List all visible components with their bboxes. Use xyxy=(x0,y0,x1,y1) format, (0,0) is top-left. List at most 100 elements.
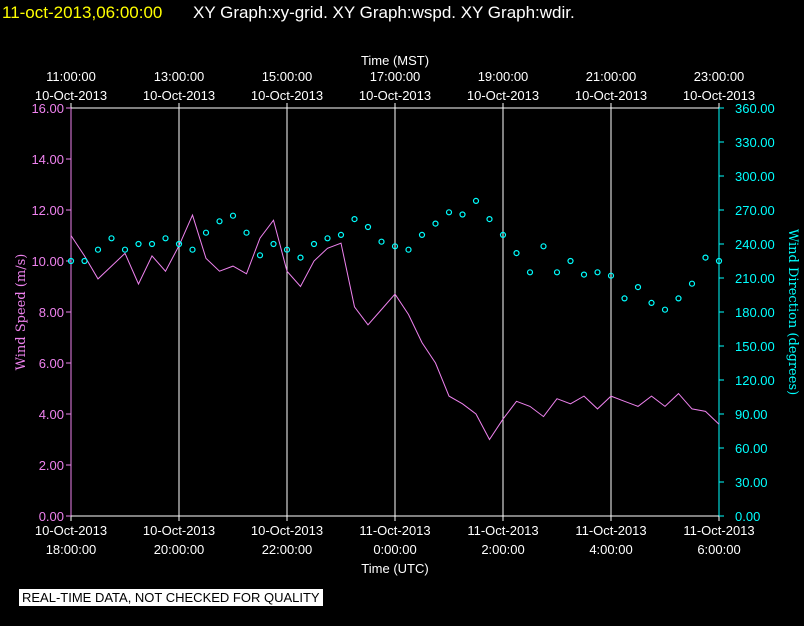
left-tick-label: 14.00 xyxy=(31,152,64,167)
wind-direction-point xyxy=(202,229,210,236)
bottom-tick-time: 20:00:00 xyxy=(154,542,205,557)
top-tick-date: 10-Oct-2013 xyxy=(467,88,539,103)
wind-speed-line xyxy=(70,213,720,441)
wind-direction-point xyxy=(607,272,615,279)
wind-direction-point xyxy=(297,254,304,261)
top-tick-time: 13:00:00 xyxy=(154,69,205,84)
top-tick-time: 19:00:00 xyxy=(478,69,529,84)
tick-labels: 11:00:00 10-Oct-2013 13:00:00 10-Oct-2013 15… xyxy=(31,69,774,557)
wind-direction-point xyxy=(459,211,466,218)
wind-direction-point xyxy=(648,299,655,306)
bottom-axis-title: Time (UTC) xyxy=(361,561,428,576)
bottom-tick-time: 2:00:00 xyxy=(481,542,524,557)
wind-direction-point xyxy=(540,243,547,250)
wind-direction-point xyxy=(567,257,574,265)
wind-direction-point xyxy=(216,218,223,225)
wind-direction-point xyxy=(189,246,196,253)
bottom-tick-date: 11-Oct-2013 xyxy=(467,523,538,538)
wind-direction-point xyxy=(108,235,115,242)
disclaimer-label: REAL-TIME DATA, NOT CHECKED FOR QUALITY xyxy=(19,589,323,606)
right-tick-label: 150.00 xyxy=(735,339,775,354)
wind-direction-point xyxy=(391,243,399,250)
left-tick-label: 10.00 xyxy=(31,254,64,269)
bottom-tick-time: 22:00:00 xyxy=(262,542,313,557)
wind-direction-point xyxy=(175,240,183,248)
top-tick-date: 10-Oct-2013 xyxy=(359,88,431,103)
wind-direction-point xyxy=(486,216,493,223)
bottom-tick-date: 11-Oct-2013 xyxy=(359,523,430,538)
top-tick-time: 15:00:00 xyxy=(262,69,313,84)
wind-direction-point xyxy=(594,269,601,276)
wind-direction-point xyxy=(364,223,372,231)
left-tick-label: 0.00 xyxy=(39,509,64,524)
right-tick-label: 270.00 xyxy=(735,203,775,218)
left-tick-label: 8.00 xyxy=(39,305,64,320)
top-tick-time: 17:00:00 xyxy=(370,69,421,84)
right-tick-label: 360.00 xyxy=(735,101,775,116)
wind-direction-point xyxy=(94,246,102,253)
right-tick-label: 0.00 xyxy=(735,509,760,524)
right-tick-label: 330.00 xyxy=(735,135,775,150)
left-tick-label: 2.00 xyxy=(39,458,64,473)
wind-direction-point xyxy=(405,246,412,253)
left-tick-label: 12.00 xyxy=(31,203,64,218)
left-tick-label: 6.00 xyxy=(39,356,64,371)
wind-direction-point xyxy=(580,271,588,278)
wind-direction-point xyxy=(270,240,277,248)
wind-direction-point xyxy=(661,306,669,313)
right-tick-label: 180.00 xyxy=(735,305,775,320)
left-tick-label: 4.00 xyxy=(39,407,64,422)
wind-direction-point xyxy=(378,238,385,245)
wind-direction-point xyxy=(283,246,291,253)
wind-direction-point xyxy=(256,252,264,259)
wind-direction-point xyxy=(499,231,507,238)
wind-direction-point xyxy=(324,235,331,242)
right-tick-label: 90.00 xyxy=(735,407,768,422)
wind-direction-point xyxy=(432,220,439,227)
wind-direction-point xyxy=(688,280,696,287)
bottom-tick-time: 6:00:00 xyxy=(697,542,740,557)
wind-direction-point xyxy=(621,295,628,302)
wind-direction-point xyxy=(675,295,682,302)
right-tick-label: 60.00 xyxy=(735,441,768,456)
right-tick-label: 300.00 xyxy=(735,169,775,184)
right-tick-label: 210.00 xyxy=(735,271,775,286)
bottom-tick-time: 18:00:00 xyxy=(46,542,97,557)
bottom-tick-date: 11-Oct-2013 xyxy=(575,523,646,538)
top-tick-time: 21:00:00 xyxy=(586,69,637,84)
right-tick-label: 240.00 xyxy=(735,237,775,252)
bottom-tick-date: 10-Oct-2013 xyxy=(143,523,215,538)
top-tick-time: 23:00:00 xyxy=(694,69,745,84)
wind-direction-point xyxy=(337,231,345,238)
right-tick-label: 30.00 xyxy=(735,475,768,490)
wind-direction-point xyxy=(418,231,426,238)
wind-direction-point xyxy=(513,250,520,257)
top-tick-date: 10-Oct-2013 xyxy=(251,88,323,103)
wind-direction-point xyxy=(526,269,534,276)
top-tick-time: 11:00:00 xyxy=(46,69,96,84)
bottom-tick-date: 11-Oct-2013 xyxy=(683,523,754,538)
top-tick-date: 10-Oct-2013 xyxy=(143,88,215,103)
bottom-tick-date: 10-Oct-2013 xyxy=(251,523,323,538)
wind-direction-point xyxy=(553,269,561,276)
wind-direction-point xyxy=(229,212,237,219)
header-timestamp: 11-oct-2013,06:00:00 xyxy=(2,3,162,22)
wind-direction-point xyxy=(121,246,129,253)
top-tick-date: 10-Oct-2013 xyxy=(575,88,647,103)
grid-lines xyxy=(70,108,720,516)
left-axis-title: Wind Speed (m/s) xyxy=(14,254,29,371)
top-tick-date: 10-Oct-2013 xyxy=(35,88,107,103)
right-axis-title: Wind Direction (degrees) xyxy=(785,229,800,395)
wind-direction-point xyxy=(634,284,642,291)
top-tick-date: 10-Oct-2013 xyxy=(683,88,755,103)
wind-direction-point xyxy=(243,229,250,236)
right-tick-label: 120.00 xyxy=(735,373,775,388)
wind-direction-point xyxy=(351,216,358,223)
data-series xyxy=(67,197,723,441)
top-axis-title: Time (MST) xyxy=(361,53,429,68)
wind-direction-point xyxy=(81,257,88,265)
bottom-tick-time: 0:00:00 xyxy=(373,542,416,557)
wind-direction-point xyxy=(715,257,723,265)
wind-direction-point xyxy=(445,209,453,216)
